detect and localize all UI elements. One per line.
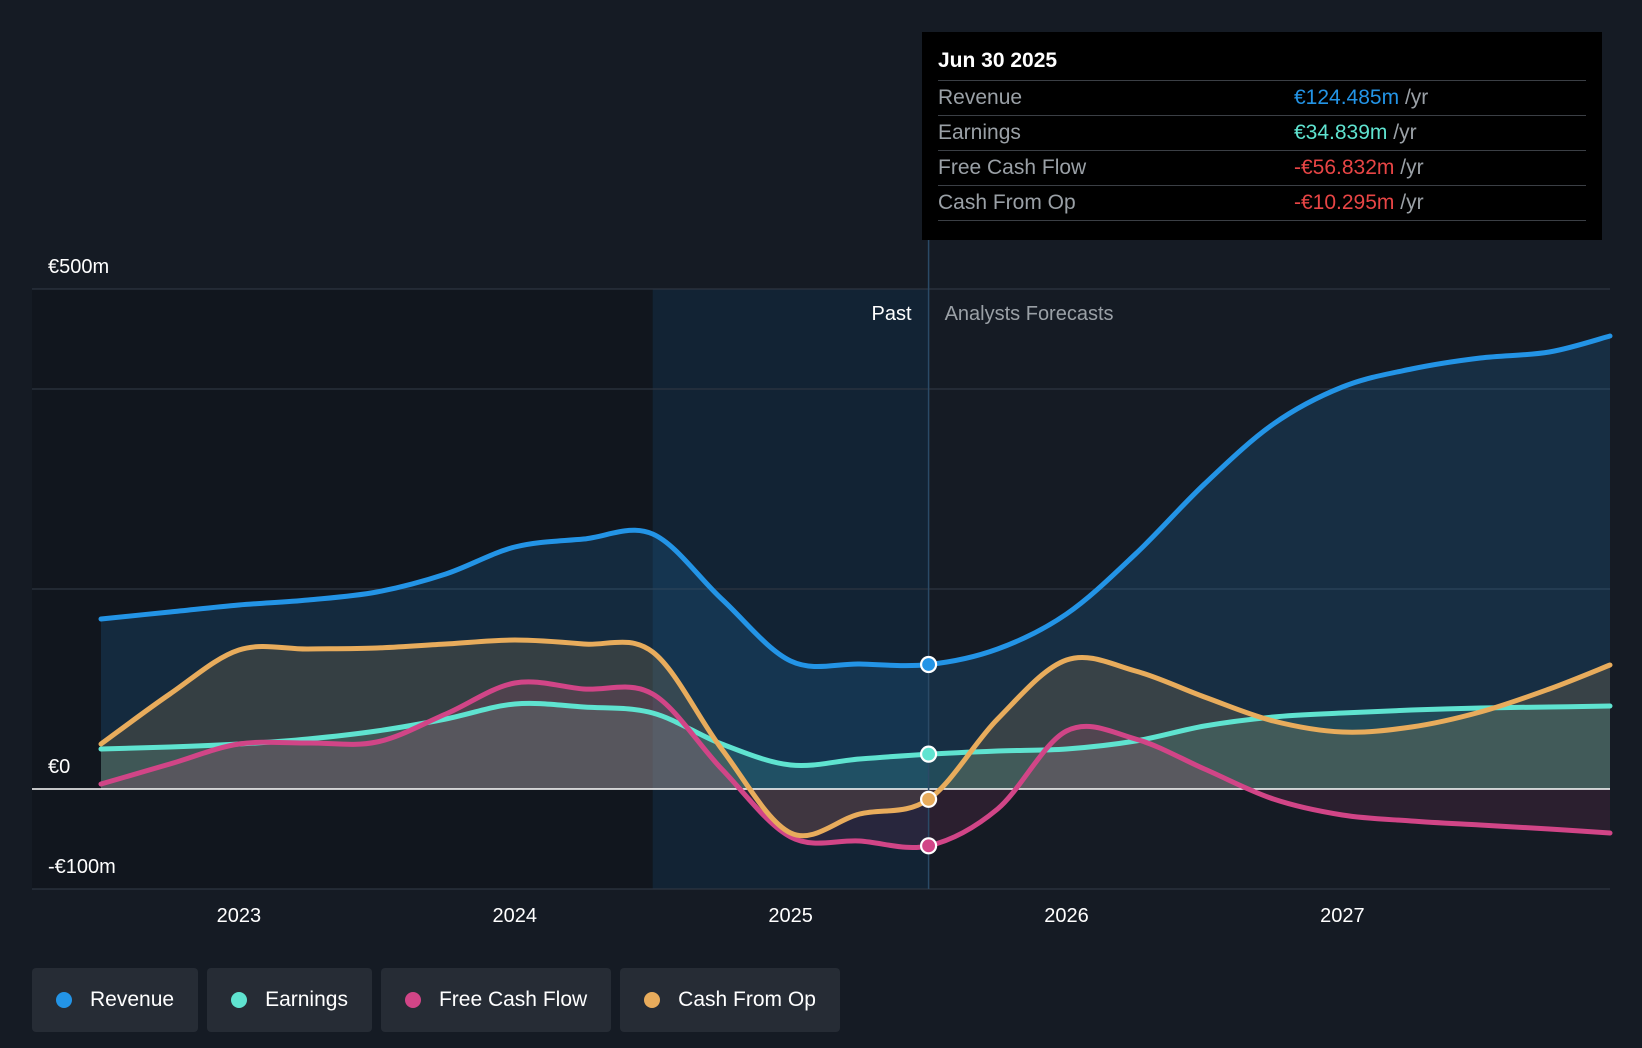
- tooltip-value: -€10.295m: [1294, 191, 1395, 214]
- tooltip-row-free-cash-flow: Free Cash Flow -€56.832m /yr: [938, 151, 1586, 186]
- cash-from-op-marker[interactable]: [919, 790, 938, 808]
- free-cash-flow-line: [98, 679, 1613, 851]
- gridlines: [32, 288, 1610, 890]
- legend-label: Cash From Op: [678, 988, 816, 1011]
- cash-from-op-area-positive: [101, 640, 1610, 789]
- x-axis-label: 2026: [1044, 905, 1089, 927]
- y-axis-labels: €500m €0 -€100m: [48, 256, 116, 878]
- tooltip-row-cash-from-op: Cash From Op -€10.295m /yr: [938, 186, 1586, 221]
- legend-item-cash-from-op[interactable]: Cash From Op: [620, 968, 840, 1032]
- x-axis-label: 2027: [1320, 905, 1365, 927]
- legend-label: Earnings: [265, 988, 348, 1011]
- tooltip-label: Cash From Op: [938, 191, 1076, 214]
- earnings-line: [98, 700, 1613, 769]
- tooltip-label: Free Cash Flow: [938, 156, 1087, 179]
- tooltip-unit: /yr: [1393, 121, 1417, 144]
- revenue-area-positive: [101, 336, 1610, 789]
- tooltip: Jun 30 2025 Revenue €124.485m /yr Earnin…: [922, 32, 1602, 240]
- y-axis-label: €0: [48, 756, 70, 778]
- revenue-marker[interactable]: [919, 655, 938, 674]
- x-axis-label: 2024: [493, 905, 538, 927]
- tooltip-unit: /yr: [1404, 86, 1429, 109]
- free-cash-flow-area-negative: [101, 789, 1610, 848]
- earnings-area-positive: [101, 703, 1610, 789]
- tooltip-label: Earnings: [938, 121, 1021, 144]
- legend-item-revenue[interactable]: Revenue: [32, 968, 199, 1032]
- x-axis-label: 2023: [217, 905, 262, 927]
- revenue-line: [98, 333, 1613, 669]
- series-areas: [101, 336, 1610, 848]
- analysts-forecasts-label: Analysts Forecasts: [945, 303, 1114, 325]
- tooltip-date: Jun 30 2025: [938, 46, 1586, 81]
- tooltip-unit: /yr: [1400, 191, 1424, 214]
- earnings-dot-icon: [231, 992, 248, 1008]
- legend: Revenue Earnings Free Cash Flow Cash Fro…: [32, 968, 840, 1032]
- series-lines: [98, 333, 1613, 851]
- y-axis-label: -€100m: [48, 856, 116, 878]
- cash-from-op-line: [98, 637, 1613, 839]
- x-axis-labels: 2023 2024 2025 2026 2027: [217, 905, 1365, 927]
- tooltip-unit: /yr: [1400, 156, 1424, 179]
- tooltip-row-revenue: Revenue €124.485m /yr: [938, 81, 1586, 116]
- revenue-dot-icon: [56, 992, 72, 1008]
- past-label: Past: [872, 303, 912, 325]
- y-axis-label: €500m: [48, 256, 109, 278]
- free-cash-flow-dot-icon: [404, 992, 421, 1008]
- x-axis-label: 2025: [768, 905, 813, 927]
- legend-item-earnings[interactable]: Earnings: [207, 968, 372, 1032]
- free-cash-flow-marker[interactable]: [919, 837, 938, 855]
- cash-from-op-area-negative: [101, 789, 1610, 836]
- legend-label: Free Cash Flow: [438, 988, 588, 1011]
- tooltip-label: Revenue: [938, 86, 1023, 109]
- tooltip-row-earnings: Earnings €34.839m /yr: [938, 116, 1586, 151]
- tooltip-value: -€56.832m: [1294, 156, 1395, 179]
- series-markers: [919, 655, 938, 855]
- earnings-marker[interactable]: [919, 745, 938, 763]
- cash-from-op-dot-icon: [644, 992, 661, 1008]
- tooltip-value: €124.485m: [1294, 86, 1400, 109]
- legend-label: Revenue: [90, 988, 175, 1011]
- tooltip-value: €34.839m: [1294, 121, 1388, 144]
- legend-item-free-cash-flow[interactable]: Free Cash Flow: [380, 968, 612, 1032]
